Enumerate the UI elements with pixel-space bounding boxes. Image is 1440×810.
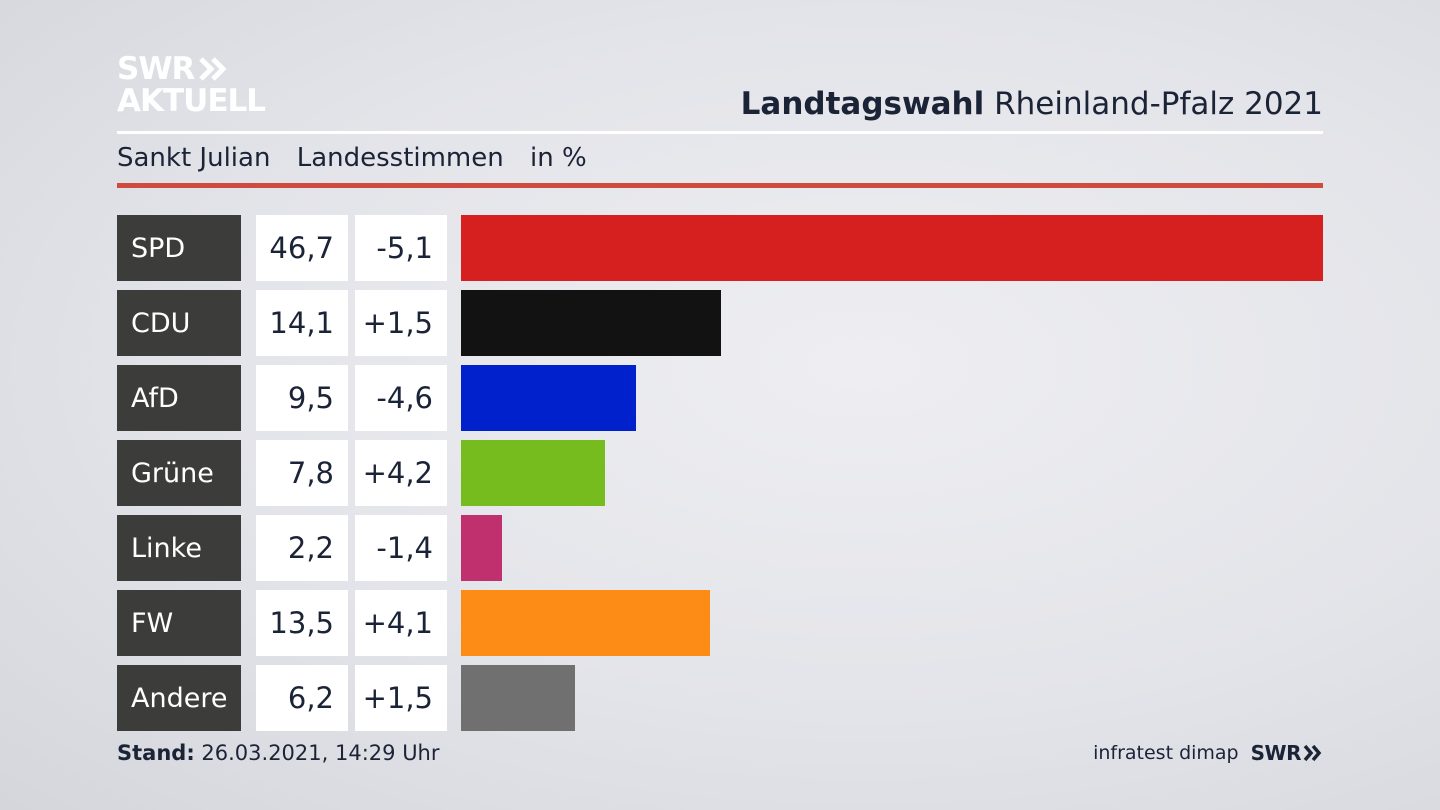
logo-line1: SWR	[117, 50, 195, 87]
result-row: Andere 6,2 +1,5	[117, 665, 1323, 731]
result-row: FW 13,5 +4,1	[117, 590, 1323, 656]
vote-share-label: 14,1	[256, 290, 348, 356]
source-credit: infratest dimap SWR	[1093, 741, 1323, 765]
swr-brand: SWR	[1250, 741, 1302, 765]
subheader-divider	[117, 183, 1323, 188]
double-chevron-icon	[199, 57, 227, 81]
party-label: SPD	[117, 215, 241, 281]
logo-line2: AKTUELL	[117, 83, 266, 119]
result-row: SPD 46,7 -5,1	[117, 215, 1323, 281]
vote-change-label: -4,6	[355, 365, 447, 431]
vote-change-label: +1,5	[355, 665, 447, 731]
subheader-measure: Landesstimmen	[296, 143, 504, 173]
vote-share-bar	[461, 215, 1323, 281]
title-rest: Rheinland-Pfalz 2021	[994, 86, 1323, 122]
result-row: AfD 9,5 -4,6	[117, 365, 1323, 431]
vote-share-label: 6,2	[256, 665, 348, 731]
vote-share-bar	[461, 365, 636, 431]
vote-change-label: +4,2	[355, 440, 447, 506]
stand-value: 26.03.2021, 14:29 Uhr	[201, 741, 440, 765]
vote-share-label: 9,5	[256, 365, 348, 431]
subheader-unit: in %	[530, 143, 587, 173]
vote-change-label: -1,4	[355, 515, 447, 581]
swr-aktuell-logo: SWR AKTUELL	[117, 50, 266, 119]
party-label: AfD	[117, 365, 241, 431]
party-label: FW	[117, 590, 241, 656]
vote-share-label: 2,2	[256, 515, 348, 581]
party-label: Andere	[117, 665, 241, 731]
timestamp: Stand: 26.03.2021, 14:29 Uhr	[117, 741, 440, 765]
subheader: Sankt Julian Landesstimmen in %	[117, 143, 605, 173]
party-label: Linke	[117, 515, 241, 581]
vote-share-bar	[461, 440, 605, 506]
vote-share-bar	[461, 290, 721, 356]
vote-change-label: -5,1	[355, 215, 447, 281]
vote-share-bar	[461, 590, 710, 656]
double-chevron-icon	[1303, 744, 1322, 762]
page-title: Landtagswahl Rheinland-Pfalz 2021	[741, 86, 1323, 122]
result-row: CDU 14,1 +1,5	[117, 290, 1323, 356]
vote-share-bar	[461, 665, 575, 731]
title-bold: Landtagswahl	[740, 86, 985, 122]
vote-change-label: +4,1	[355, 590, 447, 656]
party-label: Grüne	[117, 440, 241, 506]
result-row: Linke 2,2 -1,4	[117, 515, 1323, 581]
vote-change-label: +1,5	[355, 290, 447, 356]
subheader-place: Sankt Julian	[117, 143, 271, 173]
stand-label: Stand:	[117, 741, 195, 765]
title-divider	[117, 131, 1323, 134]
vote-share-bar	[461, 515, 502, 581]
source-label: infratest dimap	[1093, 742, 1239, 764]
vote-share-label: 13,5	[256, 590, 348, 656]
vote-share-label: 46,7	[256, 215, 348, 281]
result-row: Grüne 7,8 +4,2	[117, 440, 1323, 506]
vote-share-label: 7,8	[256, 440, 348, 506]
party-label: CDU	[117, 290, 241, 356]
